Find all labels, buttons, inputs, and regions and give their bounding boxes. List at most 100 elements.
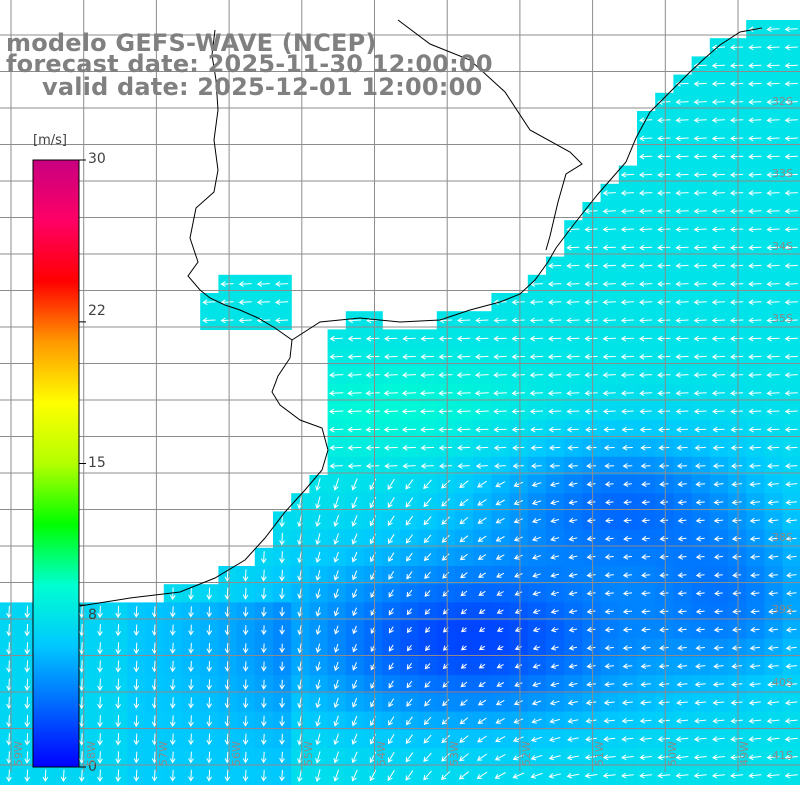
wind-arrow: [441, 734, 451, 744]
wind-arrow: [333, 625, 340, 635]
wind-arrow: [768, 608, 778, 615]
wind-arrow: [784, 262, 798, 269]
wind-arrow: [676, 699, 688, 706]
wind-arrow: [748, 426, 762, 433]
wind-arrow: [693, 153, 707, 160]
wind-arrow: [406, 662, 413, 670]
wind-arrow: [458, 771, 469, 780]
wind-arrow: [441, 516, 451, 525]
wind-arrow: [297, 733, 303, 746]
wind-arrow: [767, 499, 779, 506]
wind-arrow: [260, 569, 267, 582]
wind-arrow: [639, 390, 653, 397]
wind-arrow: [620, 226, 635, 233]
wind-arrow: [623, 535, 632, 542]
wind-arrow: [279, 625, 285, 635]
wind-arrow: [529, 353, 544, 360]
wind-arrow: [766, 408, 780, 415]
wind-arrow: [550, 517, 560, 524]
wind-arrow: [333, 551, 339, 563]
wind-arrow: [620, 335, 635, 342]
wind-arrow: [584, 226, 598, 233]
valid-date: valid date: 2025-12-01 12:00:00: [42, 73, 483, 101]
wind-arrow: [620, 244, 635, 251]
wind-arrow: [351, 769, 358, 782]
wind-arrow: [550, 536, 560, 542]
wind-arrow: [767, 463, 780, 469]
wind-arrow: [784, 99, 798, 105]
wind-arrow: [406, 698, 413, 707]
wind-arrow: [402, 335, 416, 342]
wind-arrow: [275, 299, 289, 306]
wind-arrow: [731, 645, 742, 651]
wind-arrow: [659, 608, 669, 615]
colorbar-ticks: [79, 159, 86, 768]
wind-arrow: [766, 26, 780, 33]
wind-arrow: [730, 171, 744, 178]
wind-arrow: [584, 244, 598, 251]
wind-arrow: [766, 135, 780, 142]
wind-arrow: [602, 190, 616, 196]
wind-arrow: [458, 753, 469, 762]
wind-arrow: [677, 608, 687, 615]
wind-arrow: [639, 171, 653, 178]
colorbar-tick-0: 0: [88, 759, 97, 775]
wind-arrow: [659, 481, 669, 487]
wind-arrow: [441, 717, 450, 725]
wind-arrow: [460, 572, 468, 579]
wind-arrow: [315, 551, 321, 564]
wind-arrow: [242, 606, 249, 618]
wind-arrow: [730, 426, 743, 433]
wind-arrow: [383, 372, 398, 378]
wind-arrow: [786, 590, 797, 597]
wind-arrow: [695, 663, 706, 670]
wind-arrow: [548, 317, 562, 324]
wind-arrow: [658, 681, 670, 688]
wind-arrow: [60, 769, 67, 782]
wind-arrow: [784, 171, 798, 178]
wind-arrow: [732, 626, 742, 633]
wind-arrow: [242, 569, 249, 582]
wind-arrow: [750, 554, 760, 560]
wind-arrow: [785, 481, 798, 488]
wind-arrow: [493, 444, 507, 451]
wind-arrow: [352, 625, 358, 635]
wind-arrow: [352, 607, 358, 617]
wind-arrow: [548, 754, 561, 761]
wind-arrow: [639, 317, 653, 324]
wind-arrow: [785, 463, 798, 469]
wind-arrow: [693, 772, 707, 779]
wind-arrow: [97, 624, 103, 637]
wind-arrow: [423, 770, 432, 781]
wind-arrow: [712, 754, 725, 761]
lat-label-32s: 32S: [772, 95, 793, 108]
wind-arrow: [695, 626, 705, 633]
wind-arrow: [623, 517, 632, 524]
wind-arrow: [620, 281, 635, 287]
wind-arrow: [730, 390, 744, 397]
wind-arrow: [586, 626, 596, 633]
wind-arrow: [424, 571, 431, 580]
wind-arrow: [531, 536, 542, 542]
wind-arrow: [766, 372, 780, 378]
wind-arrow: [388, 608, 394, 616]
wind-arrow: [730, 226, 744, 233]
wind-arrow: [423, 716, 432, 726]
wind-arrow: [548, 444, 561, 451]
wind-arrow: [402, 444, 416, 451]
wind-arrow: [568, 645, 578, 651]
wind-arrow: [206, 587, 213, 600]
wind-arrow: [493, 408, 507, 415]
wind-arrow: [568, 481, 578, 487]
wind-arrow: [748, 62, 762, 69]
wind-arrow: [731, 535, 742, 542]
wind-arrow: [260, 587, 267, 600]
wind-arrow: [97, 733, 103, 746]
wind-arrow: [513, 500, 524, 506]
wind-arrow: [24, 605, 31, 619]
wind-arrow: [641, 608, 651, 615]
wind-arrow: [566, 390, 580, 397]
wind-arrow: [784, 299, 798, 306]
wind-arrow: [384, 335, 398, 342]
wind-arrow: [675, 281, 689, 287]
